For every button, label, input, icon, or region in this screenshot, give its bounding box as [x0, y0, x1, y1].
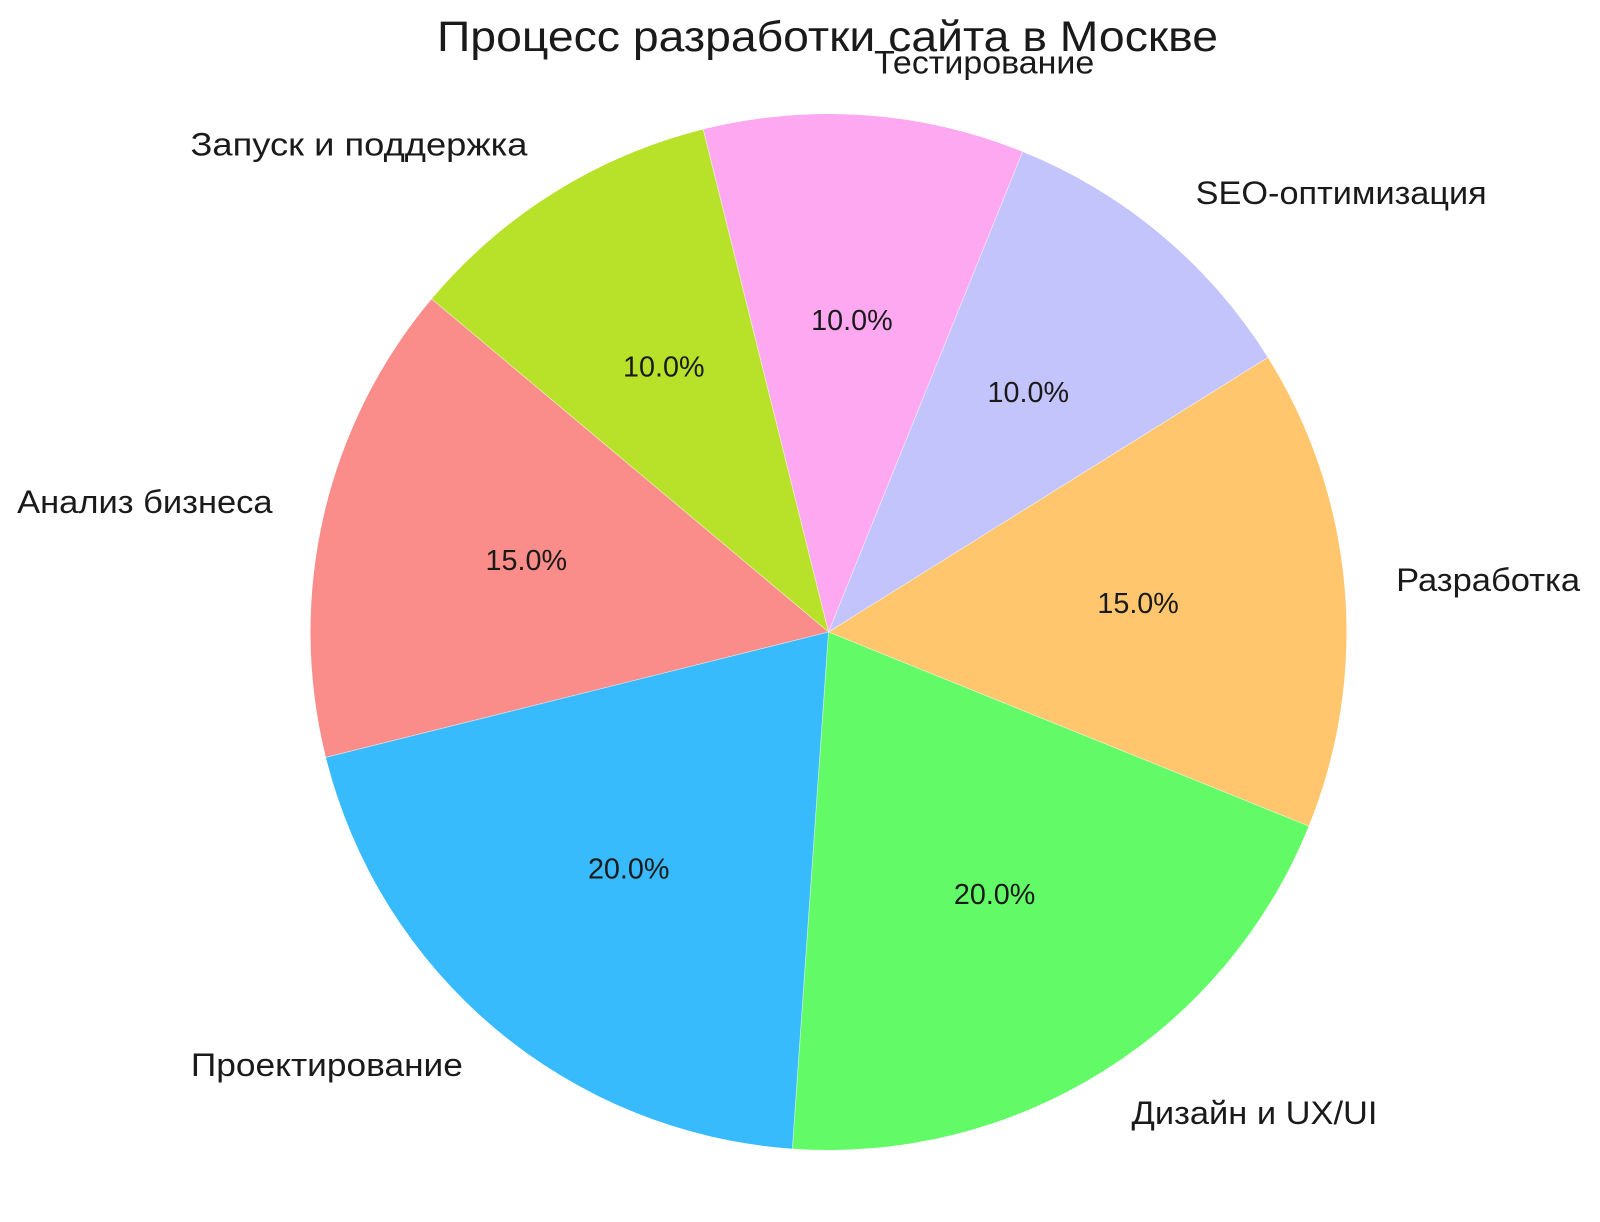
svg-text:Проектирование: Проектирование: [191, 1047, 463, 1083]
svg-text:Запуск и поддержка: Запуск и поддержка: [191, 126, 528, 162]
svg-text:Дизайн и UX/UI: Дизайн и UX/UI: [1132, 1095, 1378, 1131]
svg-text:SEO-оптимизация: SEO-оптимизация: [1196, 175, 1487, 211]
svg-text:10.0%: 10.0%: [623, 352, 705, 384]
svg-text:15.0%: 15.0%: [486, 545, 568, 577]
svg-text:10.0%: 10.0%: [988, 377, 1070, 409]
svg-text:Разработка: Разработка: [1396, 562, 1580, 598]
svg-text:Тестирование: Тестирование: [874, 44, 1094, 80]
svg-text:15.0%: 15.0%: [1097, 588, 1179, 620]
svg-text:20.0%: 20.0%: [954, 879, 1036, 911]
svg-text:10.0%: 10.0%: [811, 305, 893, 337]
svg-text:Процесс разработки сайта в Мос: Процесс разработки сайта в Москве: [437, 13, 1218, 61]
svg-text:20.0%: 20.0%: [588, 853, 670, 885]
svg-text:Анализ бизнеса: Анализ бизнеса: [17, 484, 273, 520]
